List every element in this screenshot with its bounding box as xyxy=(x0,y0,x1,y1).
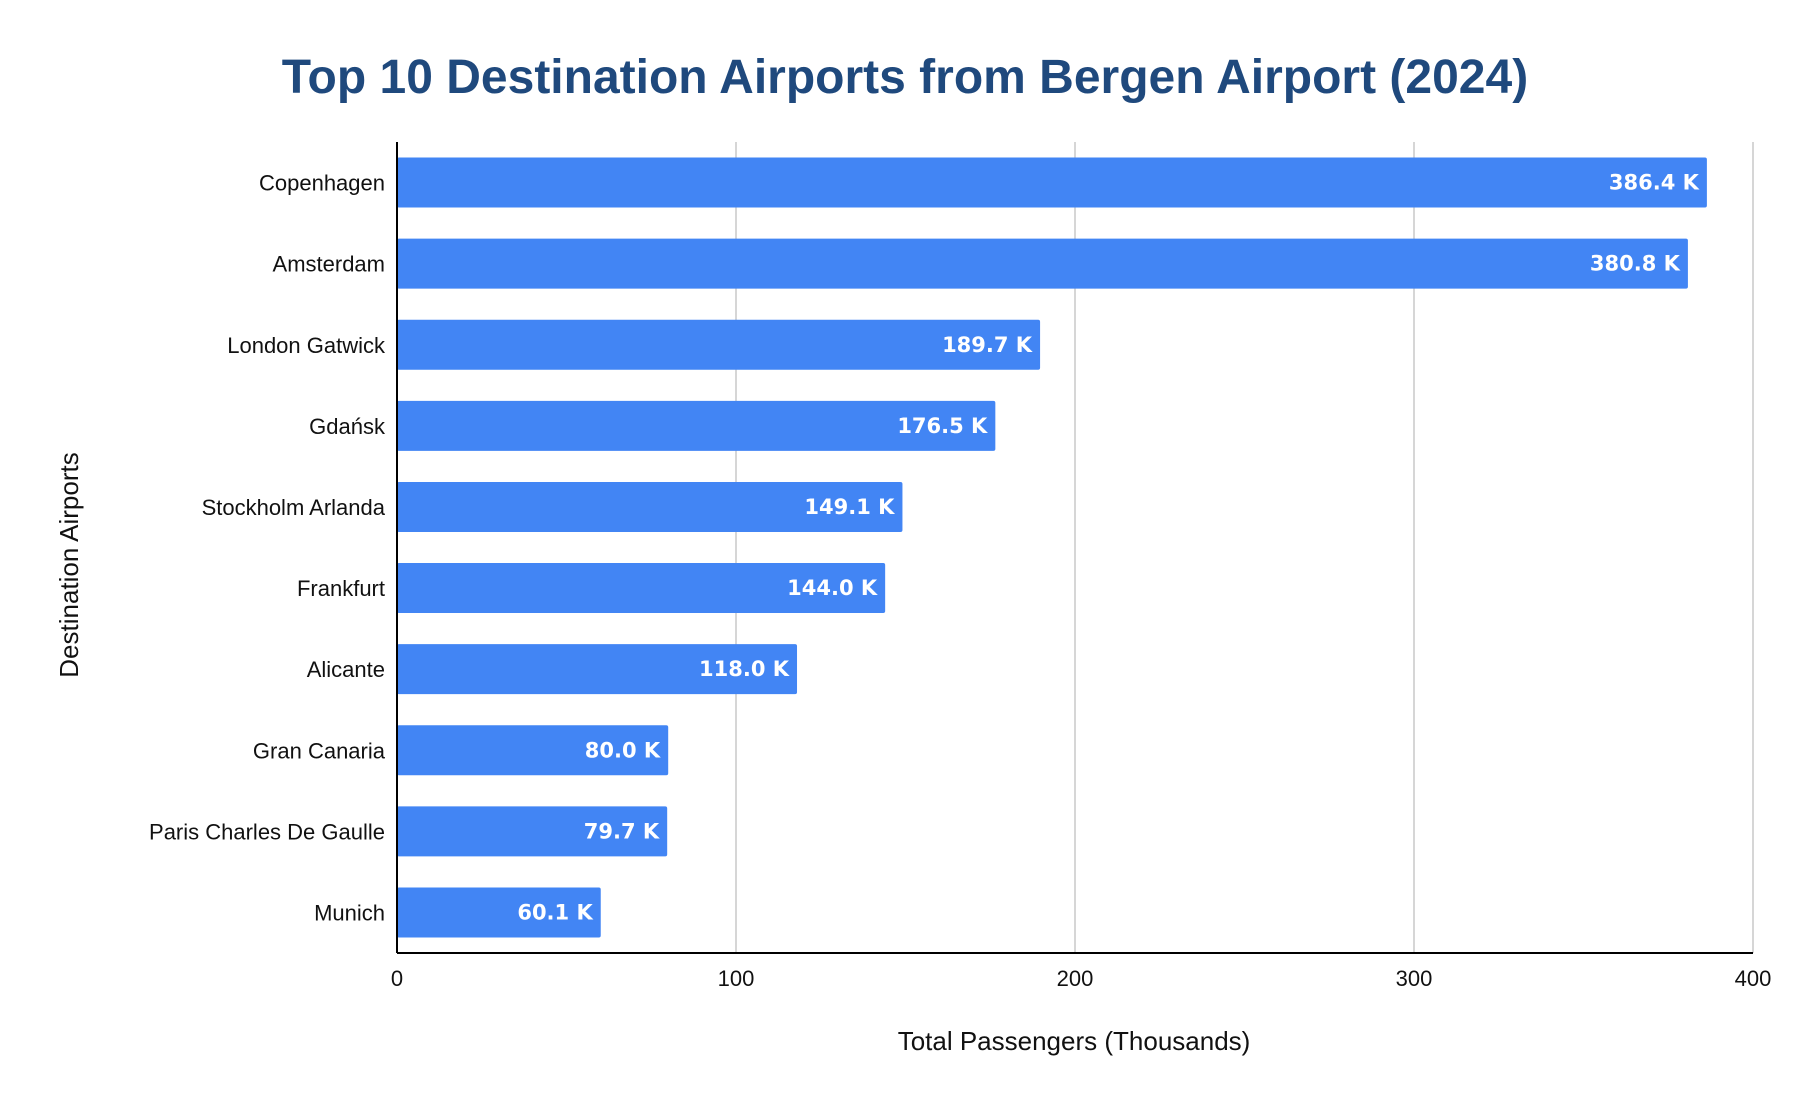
category-label-9: Munich xyxy=(314,900,385,925)
x-tick-label-200: 200 xyxy=(1057,966,1094,991)
x-tick-label-400: 400 xyxy=(1735,966,1772,991)
data-label-1: 380.8 K xyxy=(1590,252,1681,276)
x-tick-label-0: 0 xyxy=(391,966,403,991)
category-label-8: Paris Charles De Gaulle xyxy=(149,819,385,844)
category-label-2: London Gatwick xyxy=(227,333,386,358)
x-tick-label-300: 300 xyxy=(1396,966,1433,991)
bar-4 xyxy=(397,481,903,532)
x-axis-title: Total Passengers (Thousands) xyxy=(898,1026,1251,1056)
bar-8 xyxy=(397,806,668,857)
bar-1 xyxy=(397,238,1688,289)
bar-2 xyxy=(397,319,1041,370)
category-label-5: Frankfurt xyxy=(297,576,385,601)
category-label-0: Copenhagen xyxy=(259,171,385,196)
data-label-4: 149.1 K xyxy=(804,495,895,519)
category-label-1: Amsterdam xyxy=(273,252,385,277)
bar-5 xyxy=(397,563,886,614)
axes xyxy=(396,142,1753,954)
data-label-7: 80.0 K xyxy=(585,738,661,762)
category-label-6: Alicante xyxy=(307,657,385,682)
x-tick-label-100: 100 xyxy=(718,966,755,991)
bar-7 xyxy=(397,725,669,776)
category-label-4: Stockholm Arlanda xyxy=(202,495,386,520)
chart-title: Top 10 Destination Airports from Bergen … xyxy=(282,51,1528,104)
bar-3 xyxy=(397,400,996,451)
x-tick-labels: 0 100 200 300 400 xyxy=(391,966,1771,991)
category-label-3: Gdańsk xyxy=(309,414,386,439)
category-label-7: Gran Canaria xyxy=(253,738,386,763)
data-label-3: 176.5 K xyxy=(897,414,988,438)
y-axis-title: Destination Airports xyxy=(54,452,84,677)
category-labels: Copenhagen Amsterdam London Gatwick Gdańsk S… xyxy=(149,171,386,926)
bar-9 xyxy=(397,887,601,938)
data-label-6: 118.0 K xyxy=(699,657,790,681)
bar-0 xyxy=(397,157,1707,208)
data-label-0: 386.4 K xyxy=(1609,171,1700,195)
data-label-5: 144.0 K xyxy=(787,576,878,600)
bars: 386.4 K 380.8 K 189.7 K 176.5 K 149.1 K 144.0… xyxy=(397,157,1707,938)
bar-6 xyxy=(397,644,798,695)
data-label-8: 79.7 K xyxy=(584,819,660,843)
data-label-9: 60.1 K xyxy=(517,900,593,924)
data-label-2: 189.7 K xyxy=(942,333,1033,357)
